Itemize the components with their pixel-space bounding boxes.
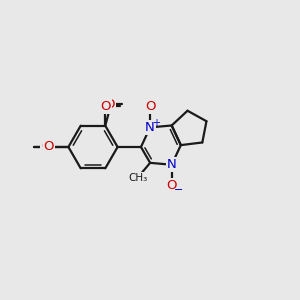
Text: O: O — [44, 140, 54, 154]
Text: −: − — [174, 185, 183, 195]
Text: O: O — [167, 179, 177, 192]
Text: O: O — [105, 98, 115, 111]
Text: O: O — [145, 100, 155, 113]
Text: N: N — [167, 158, 177, 171]
Text: O: O — [42, 140, 52, 154]
Text: N: N — [145, 121, 155, 134]
Text: O: O — [100, 100, 111, 113]
Text: +: + — [152, 118, 160, 128]
Text: CH₃: CH₃ — [128, 173, 147, 183]
